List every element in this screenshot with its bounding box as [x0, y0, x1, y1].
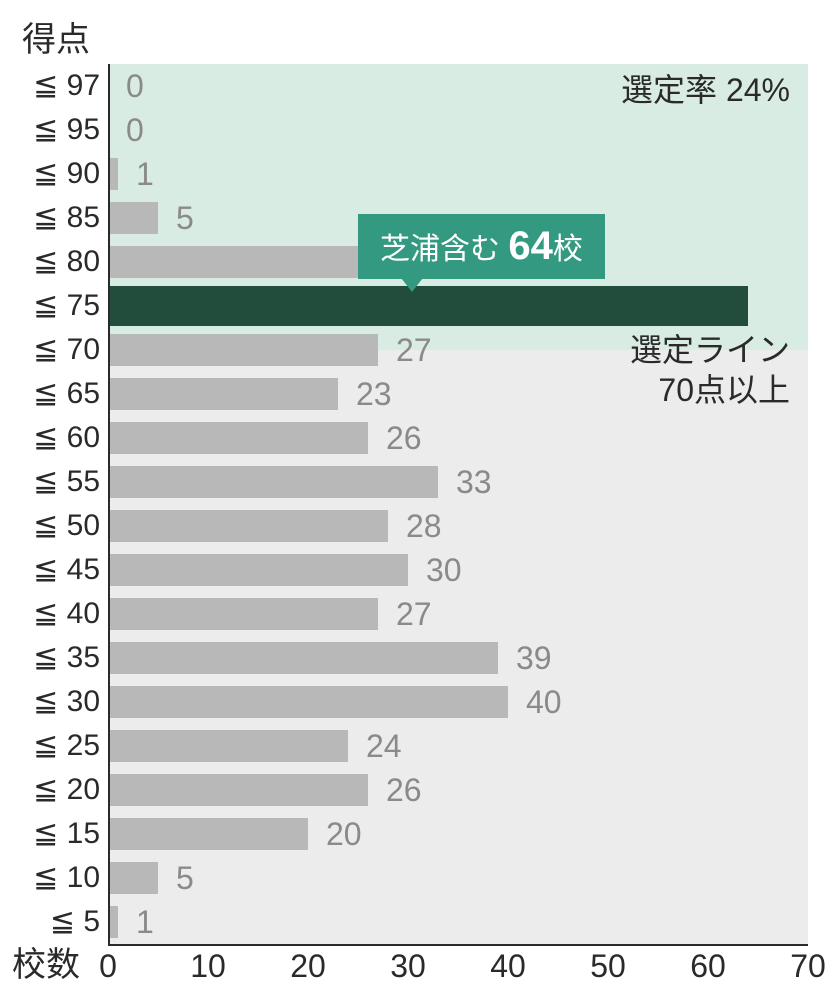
table-row: ≦ 6026	[108, 416, 808, 460]
value-label: 24	[366, 724, 402, 768]
y-axis-title: 得点	[22, 12, 90, 61]
value-label: 5	[176, 196, 194, 240]
bar	[108, 730, 348, 762]
y-tick-label: ≦ 5	[0, 900, 100, 944]
y-tick-label: ≦ 85	[0, 196, 100, 240]
bar	[108, 378, 338, 410]
x-tick-label: 60	[690, 948, 726, 985]
table-row: ≦ 105	[108, 856, 808, 900]
y-tick-label: ≦ 95	[0, 108, 100, 152]
plot-area: ≦ 970≦ 950≦ 901≦ 855≦ 8030≦ 75≦ 7027≦ 65…	[108, 64, 808, 944]
table-row: ≦ 901	[108, 152, 808, 196]
bar	[108, 598, 378, 630]
x-tick-label: 50	[590, 948, 626, 985]
bar	[108, 202, 158, 234]
histogram-chart: 得点 校数 ≦ 970≦ 950≦ 901≦ 855≦ 8030≦ 75≦ 70…	[0, 0, 840, 996]
bar	[108, 466, 438, 498]
value-label: 30	[426, 548, 462, 592]
callout-suffix: 校	[553, 233, 583, 266]
value-label: 27	[396, 328, 432, 372]
bar	[108, 334, 378, 366]
y-tick-label: ≦ 35	[0, 636, 100, 680]
y-tick-label: ≦ 50	[0, 504, 100, 548]
table-row: ≦ 950	[108, 108, 808, 152]
value-label: 1	[136, 900, 154, 944]
y-tick-label: ≦ 15	[0, 812, 100, 856]
x-axis-title: 校数	[12, 937, 80, 986]
y-tick-label: ≦ 75	[0, 284, 100, 328]
table-row: ≦ 5028	[108, 504, 808, 548]
table-row: ≦ 4530	[108, 548, 808, 592]
table-row: ≦ 3539	[108, 636, 808, 680]
table-row: ≦ 3040	[108, 680, 808, 724]
y-tick-label: ≦ 45	[0, 548, 100, 592]
callout-value: 64	[508, 224, 553, 268]
selection-rate-label: 選定率 24%	[621, 70, 790, 110]
y-tick-label: ≦ 55	[0, 460, 100, 504]
value-label: 39	[516, 636, 552, 680]
x-tick-label: 30	[390, 948, 426, 985]
y-tick-label: ≦ 40	[0, 592, 100, 636]
value-label: 0	[126, 64, 144, 108]
value-label: 23	[356, 372, 392, 416]
x-tick-label: 10	[190, 948, 226, 985]
y-axis-line	[108, 64, 110, 944]
value-label: 40	[526, 680, 562, 724]
value-label: 26	[386, 768, 422, 812]
value-label: 20	[326, 812, 362, 856]
value-label: 26	[386, 416, 422, 460]
callout-tail	[398, 274, 426, 292]
bar	[108, 774, 368, 806]
value-label: 0	[126, 108, 144, 152]
table-row: ≦ 1520	[108, 812, 808, 856]
bar	[108, 862, 158, 894]
bar-highlight	[108, 286, 748, 326]
highlight-callout: 芝浦含む 64校	[358, 214, 605, 279]
table-row: ≦ 4027	[108, 592, 808, 636]
value-label: 5	[176, 856, 194, 900]
table-row: ≦ 75	[108, 284, 808, 328]
table-row: ≦ 2026	[108, 768, 808, 812]
y-tick-label: ≦ 65	[0, 372, 100, 416]
bar	[108, 818, 308, 850]
value-label: 28	[406, 504, 442, 548]
value-label: 1	[136, 152, 154, 196]
bar	[108, 686, 508, 718]
y-tick-label: ≦ 97	[0, 64, 100, 108]
bar	[108, 510, 388, 542]
bar	[108, 554, 408, 586]
table-row: ≦ 5533	[108, 460, 808, 504]
y-tick-label: ≦ 10	[0, 856, 100, 900]
callout-prefix: 芝浦含む	[380, 233, 508, 266]
table-row: ≦ 51	[108, 900, 808, 944]
x-tick-label: 0	[99, 948, 117, 985]
y-tick-label: ≦ 90	[0, 152, 100, 196]
selection-line-label: 選定ライン 70点以上	[630, 330, 790, 410]
selection-line-1: 選定ライン	[630, 332, 790, 368]
y-tick-label: ≦ 20	[0, 768, 100, 812]
x-tick-label: 20	[290, 948, 326, 985]
y-tick-label: ≦ 30	[0, 680, 100, 724]
y-tick-label: ≦ 25	[0, 724, 100, 768]
y-tick-label: ≦ 80	[0, 240, 100, 284]
x-tick-label: 70	[790, 948, 826, 985]
y-tick-label: ≦ 60	[0, 416, 100, 460]
y-tick-label: ≦ 70	[0, 328, 100, 372]
bar	[108, 642, 498, 674]
selection-line-2: 70点以上	[658, 372, 790, 408]
table-row: ≦ 2524	[108, 724, 808, 768]
bar	[108, 422, 368, 454]
value-label: 33	[456, 460, 492, 504]
value-label: 27	[396, 592, 432, 636]
x-axis: 010203040506070	[108, 944, 808, 984]
x-tick-label: 40	[490, 948, 526, 985]
